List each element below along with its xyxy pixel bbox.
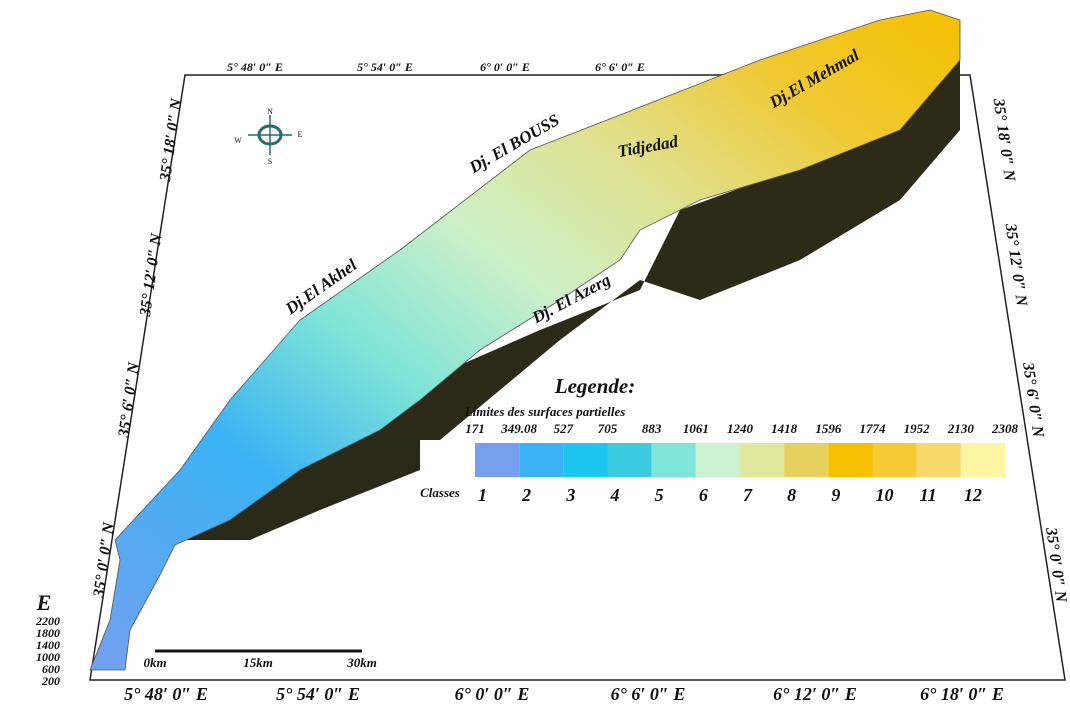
compass-letter: E xyxy=(298,130,303,139)
legend-swatch xyxy=(696,443,740,477)
legend-class: 6 xyxy=(699,485,708,505)
legend-limit: 2130 xyxy=(947,421,975,436)
legend-class: 9 xyxy=(831,485,840,505)
legend-limit: 1240 xyxy=(727,421,754,436)
bottom-axis-label: 6° 18′ 0″ E xyxy=(920,684,1004,704)
legend-limit: 883 xyxy=(642,421,662,436)
left-axis-label: 35° 0′ 0″ N xyxy=(90,520,118,599)
top-axis-label: 5° 48′ 0″ E xyxy=(227,60,283,74)
elevation-tick-label: 200 xyxy=(41,674,60,688)
bottom-axis-label: 6° 12′ 0″ E xyxy=(773,684,857,704)
left-axis-label: 35° 6′ 0″ N xyxy=(115,360,143,439)
legend-limit: 527 xyxy=(554,421,574,436)
compass-letter: W xyxy=(234,136,242,145)
bottom-axis-label: 6° 0′ 0″ E xyxy=(455,684,530,704)
scale-bar-label: 15km xyxy=(243,655,273,670)
legend-class: 12 xyxy=(964,485,982,505)
left-axis-label: 35° 18′ 0″ N xyxy=(157,96,186,183)
legend-class: 5 xyxy=(655,485,664,505)
top-axis-label: 6° 0′ 0″ E xyxy=(480,60,530,74)
compass-letter: N xyxy=(267,107,273,116)
bottom-axis-label: 5° 48′ 0″ E xyxy=(124,684,208,704)
legend-class: 10 xyxy=(876,485,894,505)
legend-swatch xyxy=(740,443,784,477)
page: {"map": { "top_axis_labels": ["5° 48′ 0″… xyxy=(0,0,1070,708)
elevation-axis-label: E xyxy=(36,590,52,615)
compass-letter: S xyxy=(268,157,272,166)
legend-swatch xyxy=(475,443,519,477)
legend-swatch xyxy=(608,443,652,477)
legend-swatch xyxy=(961,443,1005,477)
legend-class: 8 xyxy=(787,485,796,505)
legend-limit: 1774 xyxy=(860,421,887,436)
scale-bar-label: 0km xyxy=(143,655,166,670)
right-axis-label: 35° 18′ 0″ N xyxy=(989,96,1018,183)
top-axis-label: 5° 54′ 0″ E xyxy=(357,60,413,74)
legend-classes-label: Classes xyxy=(420,485,460,500)
scale-bar-label: 30km xyxy=(346,655,377,670)
legend-swatch xyxy=(652,443,696,477)
compass xyxy=(248,115,292,155)
legend-swatch xyxy=(784,443,828,477)
legend-subtitle: Limites des surfaces partielles xyxy=(464,404,626,419)
legend-class: 11 xyxy=(920,485,937,505)
map: 5° 48′ 0″ E 5° 54′ 0″ E 6° 0′ 0″ E 6° 6′ 0″… xyxy=(0,0,1070,708)
legend-limit: 1596 xyxy=(815,421,842,436)
legend-limit: 1418 xyxy=(771,421,798,436)
right-axis-label: 35° 0′ 0″ N xyxy=(1042,525,1070,604)
legend-swatch xyxy=(917,443,961,477)
legend-swatch xyxy=(828,443,872,477)
bottom-axis-label: 6° 6′ 0″ E xyxy=(611,684,686,704)
legend-swatch xyxy=(519,443,563,477)
legend-class: 2 xyxy=(521,485,531,505)
right-axis-label: 35° 12′ 0″ N xyxy=(1001,221,1030,308)
left-axis-label: 35° 12′ 0″ N xyxy=(137,231,166,318)
legend-limit: 705 xyxy=(598,421,618,436)
legend-class: 7 xyxy=(743,485,753,505)
legend-swatch xyxy=(563,443,607,477)
right-axis-label: 35° 6′ 0″ N xyxy=(1019,360,1047,439)
legend-class: 1 xyxy=(478,485,487,505)
legend-class: 3 xyxy=(565,485,575,505)
legend-limit: 171 xyxy=(465,421,485,436)
legend-limit: 1952 xyxy=(904,421,931,436)
legend-swatch xyxy=(873,443,917,477)
bottom-axis-label: 5° 54′ 0″ E xyxy=(276,684,360,704)
legend-limit: 349.08 xyxy=(500,421,537,436)
legend-limit: 1061 xyxy=(683,421,709,436)
legend-limit: 2308 xyxy=(991,421,1019,436)
top-axis-label: 6° 6′ 0″ E xyxy=(595,60,645,74)
legend-title: Legende: xyxy=(554,374,635,398)
legend-class: 4 xyxy=(610,485,620,505)
